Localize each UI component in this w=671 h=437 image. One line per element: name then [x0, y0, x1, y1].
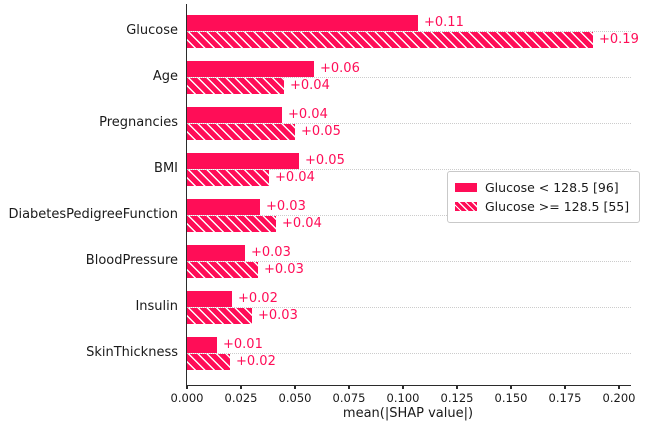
- x-tick-label: 0.150: [494, 391, 528, 405]
- x-tick-mark: [510, 385, 512, 389]
- value-label: +0.05: [305, 153, 345, 168]
- x-tick-label: 0.000: [170, 391, 204, 405]
- legend-label: Glucose < 128.5 [96]: [485, 180, 619, 195]
- bar-diabetespedigreefunction-solid: [187, 199, 260, 215]
- x-tick-label: 0.125: [440, 391, 474, 405]
- bar-pregnancies-solid: [187, 107, 282, 123]
- x-axis-title: mean(|SHAP value|): [342, 406, 474, 421]
- x-tick-mark: [348, 385, 350, 389]
- value-label: +0.06: [320, 61, 360, 76]
- value-label: +0.04: [282, 216, 322, 231]
- legend-swatch-solid-icon: [455, 183, 477, 192]
- value-label: +0.11: [424, 15, 464, 30]
- value-label: +0.05: [301, 124, 341, 139]
- x-tick-label: 0.025: [224, 391, 258, 405]
- x-tick-mark: [618, 385, 620, 389]
- gridline: [187, 306, 631, 308]
- gridline: [187, 214, 631, 216]
- bar-bloodpressure-solid: [187, 245, 245, 261]
- gridline: [187, 30, 631, 32]
- plot-area: +0.11 +0.19 +0.06 +0.04 +0.04 +0.05 +0.05 +0.04…: [171, 4, 639, 405]
- value-label: +0.04: [275, 170, 315, 185]
- bar-insulin-solid: [187, 291, 232, 307]
- bar-glucose-solid: [187, 15, 418, 31]
- bar-insulin-hatched: [187, 308, 252, 324]
- bar-glucose-hatched: [187, 32, 593, 48]
- x-tick-mark: [240, 385, 242, 389]
- x-tick-mark: [186, 385, 188, 389]
- y-tick-label-diabetespedigreefunction: DiabetesPedigreeFunction: [8, 207, 178, 222]
- x-tick-label: 0.100: [386, 391, 420, 405]
- x-tick-mark: [456, 385, 458, 389]
- bar-diabetespedigreefunction-hatched: [187, 216, 276, 232]
- gridline: [187, 260, 631, 262]
- y-tick-label-insulin: Insulin: [135, 299, 178, 314]
- y-tick-label-glucose: Glucose: [126, 23, 178, 38]
- y-tick-label-pregnancies: Pregnancies: [99, 115, 178, 130]
- x-tick-label: 0.075: [332, 391, 366, 405]
- value-label: +0.02: [238, 291, 278, 306]
- value-label: +0.03: [251, 245, 291, 260]
- legend-entry-solid: Glucose < 128.5 [96]: [455, 178, 631, 197]
- x-tick-mark: [294, 385, 296, 389]
- y-tick-label-skinthickness: SkinThickness: [86, 345, 178, 360]
- bar-skinthickness-solid: [187, 337, 217, 353]
- bar-bloodpressure-hatched: [187, 262, 258, 278]
- legend-swatch-hatched-icon: [455, 202, 477, 211]
- bar-age-hatched: [187, 78, 284, 94]
- y-tick-label-bmi: BMI: [154, 161, 178, 176]
- bar-bmi-solid: [187, 153, 299, 169]
- bar-bmi-hatched: [187, 170, 269, 186]
- bar-pregnancies-hatched: [187, 124, 295, 140]
- legend-label: Glucose >= 128.5 [55]: [485, 199, 630, 214]
- value-label: +0.19: [599, 32, 639, 47]
- value-label: +0.02: [236, 354, 276, 369]
- bar-age-solid: [187, 61, 314, 77]
- x-tick-mark: [564, 385, 566, 389]
- x-tick-label: 0.200: [602, 391, 636, 405]
- legend: Glucose < 128.5 [96] Glucose >= 128.5 [5…: [447, 171, 640, 223]
- value-label: +0.03: [258, 308, 298, 323]
- x-tick-mark: [402, 385, 404, 389]
- bar-skinthickness-hatched: [187, 354, 230, 370]
- y-tick-label-age: Age: [152, 69, 178, 84]
- gridline: [187, 122, 631, 124]
- y-tick-label-bloodpressure: BloodPressure: [85, 253, 178, 268]
- gridline: [187, 76, 631, 78]
- gridline: [187, 352, 631, 354]
- value-label: +0.04: [288, 107, 328, 122]
- value-label: +0.03: [264, 262, 304, 277]
- value-label: +0.04: [290, 78, 330, 93]
- x-tick-label: 0.175: [548, 391, 582, 405]
- value-label: +0.01: [223, 337, 263, 352]
- gridline: [187, 168, 631, 170]
- value-label: +0.03: [266, 199, 306, 214]
- x-tick-label: 0.050: [278, 391, 312, 405]
- legend-entry-hatched: Glucose >= 128.5 [55]: [455, 197, 631, 216]
